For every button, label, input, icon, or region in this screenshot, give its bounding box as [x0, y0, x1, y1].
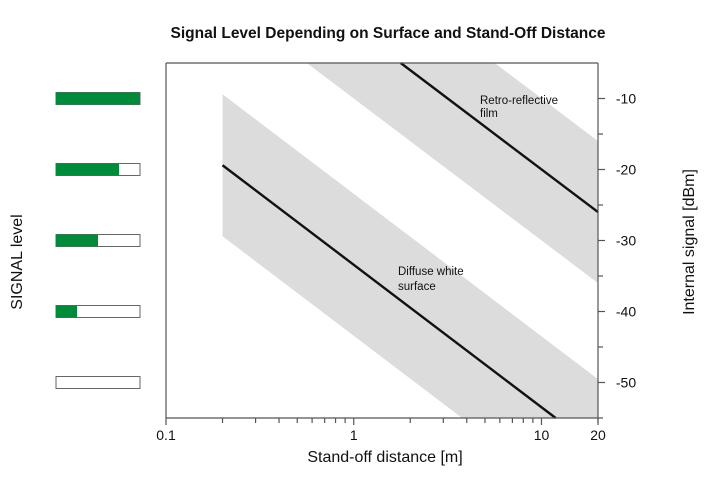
signal-bar-4 [55, 376, 141, 389]
chart-title: Signal Level Depending on Surface and St… [171, 25, 606, 42]
x-tick-label: 10 [534, 427, 550, 443]
signal-bar-fill-0 [56, 92, 140, 105]
signal-bar-fill-2 [56, 234, 98, 247]
x-tick-label: 20 [590, 427, 606, 443]
y-axis-left-label: SIGNAL level [9, 214, 26, 309]
band-1 [222, 94, 598, 418]
x-tick-label: 1 [350, 427, 358, 443]
y-axis-right-label: Internal signal [dBm] [681, 169, 698, 315]
y-tick-label: -10 [616, 91, 636, 107]
x-axis-label: Stand-off distance [m] [307, 449, 462, 466]
y-tick-label: -40 [616, 304, 636, 320]
y-tick-label: -20 [616, 162, 636, 178]
series-label-diffuse: Diffuse white surface [398, 266, 464, 293]
series-line-0 [400, 62, 599, 214]
series-label-retro: Retro-reflective film [480, 95, 558, 120]
y-tick-label: -50 [616, 375, 636, 391]
series-line-1 [221, 164, 557, 419]
signal-bar-fill-1 [56, 163, 119, 176]
y-tick-label: -30 [616, 233, 636, 249]
band-0 [306, 63, 598, 284]
signal-bar-fill-3 [56, 305, 77, 318]
x-tick-label: 0.1 [156, 427, 176, 443]
